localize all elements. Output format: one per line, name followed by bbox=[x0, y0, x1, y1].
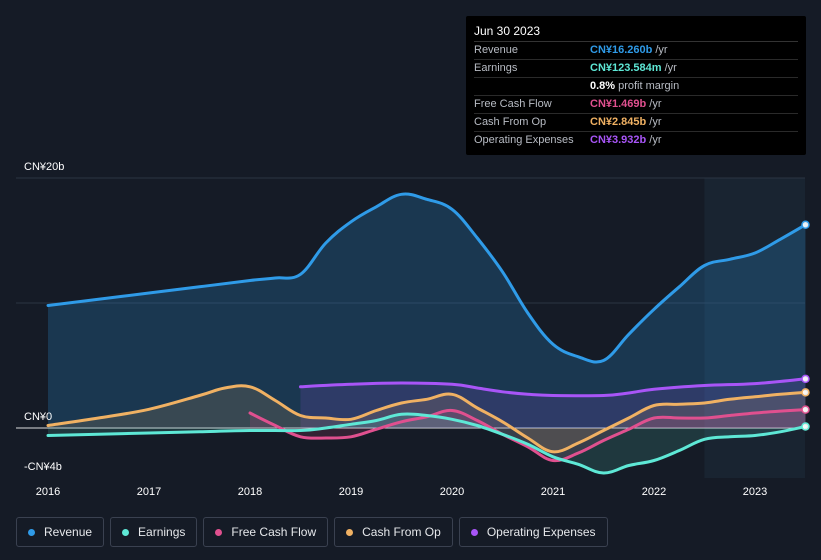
x-tick-label: 2023 bbox=[743, 486, 767, 498]
revenue-endpoint bbox=[801, 220, 810, 229]
free-cash-flow-area bbox=[250, 409, 806, 461]
y-tick-label: CN¥0 bbox=[24, 411, 52, 423]
legend-dot-icon bbox=[470, 528, 478, 536]
tooltip-row-label bbox=[474, 78, 590, 95]
x-tick-label: 2016 bbox=[36, 486, 60, 498]
cash-from-op-area bbox=[48, 385, 806, 452]
series-fills bbox=[48, 193, 806, 474]
legend-label: Free Cash Flow bbox=[231, 525, 317, 539]
y-tick-label: -CN¥4b bbox=[24, 461, 62, 473]
tooltip-row-unit: /yr bbox=[655, 44, 668, 56]
legend-label: Operating Expenses bbox=[486, 525, 596, 539]
tooltip-row-value: CN¥2.845b bbox=[590, 116, 647, 128]
y-axis-labels: CN¥20b CN¥0 -CN¥4b bbox=[24, 161, 64, 473]
tooltip-row-value: CN¥123.584m bbox=[590, 62, 662, 74]
legend-label: Revenue bbox=[44, 525, 93, 539]
x-tick-label: 2021 bbox=[541, 486, 565, 498]
tooltip-row-unit: /yr bbox=[649, 116, 662, 128]
tooltip-row-unit: /yr bbox=[649, 98, 662, 110]
x-tick-label: 2017 bbox=[137, 486, 161, 498]
earnings-endpoint bbox=[801, 422, 810, 431]
legend-label: Cash From Op bbox=[362, 525, 441, 539]
legend-label: Earnings bbox=[138, 525, 186, 539]
tooltip-row-label: Free Cash Flow bbox=[474, 98, 552, 110]
legend-dot-icon bbox=[215, 528, 223, 536]
x-axis-labels: 2016 2017 2018 2019 2020 2021 2022 2023 bbox=[36, 486, 767, 498]
x-tick-label: 2022 bbox=[642, 486, 666, 498]
legend-dot-icon bbox=[122, 528, 130, 536]
legend-item-revenue[interactable]: Revenue bbox=[16, 517, 105, 547]
earnings-line bbox=[46, 412, 807, 475]
legend: Revenue Earnings Free Cash Flow Cash From O… bbox=[16, 517, 608, 547]
legend-item-earnings[interactable]: Earnings bbox=[110, 517, 198, 547]
tooltip-row-label: Earnings bbox=[474, 62, 518, 74]
operating-expenses-line bbox=[299, 377, 807, 398]
tooltip-row: 0.8% profit margin bbox=[474, 78, 798, 96]
tooltip-row-unit: /yr bbox=[664, 62, 677, 74]
tooltip-row-value: CN¥16.260b bbox=[590, 44, 653, 56]
series-endpoints bbox=[801, 220, 810, 431]
revenue-line bbox=[46, 192, 807, 364]
tooltip-row-label: Cash From Op bbox=[474, 116, 547, 128]
x-tick-label: 2020 bbox=[440, 486, 464, 498]
earnings-area bbox=[48, 413, 806, 474]
tooltip-row-value: 0.8% bbox=[590, 80, 616, 92]
legend-item-cash-from-op[interactable]: Cash From Op bbox=[334, 517, 453, 547]
y-tick-label: CN¥20b bbox=[24, 161, 64, 173]
revenue-area bbox=[48, 193, 806, 428]
tooltip-row: Cash From Op CN¥2.845b/yr bbox=[474, 114, 798, 132]
cash-from-op-endpoint bbox=[801, 388, 810, 397]
free-cash-flow-line bbox=[248, 408, 807, 463]
grid-lines bbox=[16, 177, 805, 429]
tooltip-row-unit: profit margin bbox=[618, 80, 680, 92]
tooltip-row-unit: /yr bbox=[649, 134, 662, 146]
tooltip-row-value: CN¥3.932b bbox=[590, 134, 647, 146]
tooltip: Jun 30 2023 Revenue CN¥16.260b/yr Earnings… bbox=[466, 16, 806, 155]
tooltip-row: Revenue CN¥16.260b/yr bbox=[474, 42, 798, 60]
tooltip-row-label: Operating Expenses bbox=[474, 134, 574, 146]
tooltip-row: Operating Expenses CN¥3.932b/yr bbox=[474, 132, 798, 149]
legend-item-free-cash-flow[interactable]: Free Cash Flow bbox=[203, 517, 329, 547]
tooltip-row-label: Revenue bbox=[474, 44, 519, 56]
tooltip-rows: Revenue CN¥16.260b/yr Earnings CN¥123.584m /… bbox=[474, 42, 798, 149]
legend-dot-icon bbox=[346, 528, 354, 536]
legend-item-operating-expenses[interactable]: Operating Expenses bbox=[458, 517, 608, 547]
tooltip-row: Free Cash Flow CN¥1.469b/yr bbox=[474, 96, 798, 114]
legend-dot-icon bbox=[28, 528, 35, 536]
series-lines bbox=[46, 192, 807, 475]
free-cash-flow-endpoint bbox=[801, 405, 810, 414]
tooltip-date: Jun 30 2023 bbox=[474, 24, 798, 42]
tooltip-row: Earnings CN¥123.584m/yr bbox=[474, 60, 798, 78]
x-tick-label: 2018 bbox=[238, 486, 262, 498]
x-tick-label: 2019 bbox=[339, 486, 363, 498]
tooltip-row-value: CN¥1.469b bbox=[590, 98, 647, 110]
operating-expenses-endpoint bbox=[801, 374, 810, 384]
cash-from-op-line bbox=[46, 384, 807, 454]
